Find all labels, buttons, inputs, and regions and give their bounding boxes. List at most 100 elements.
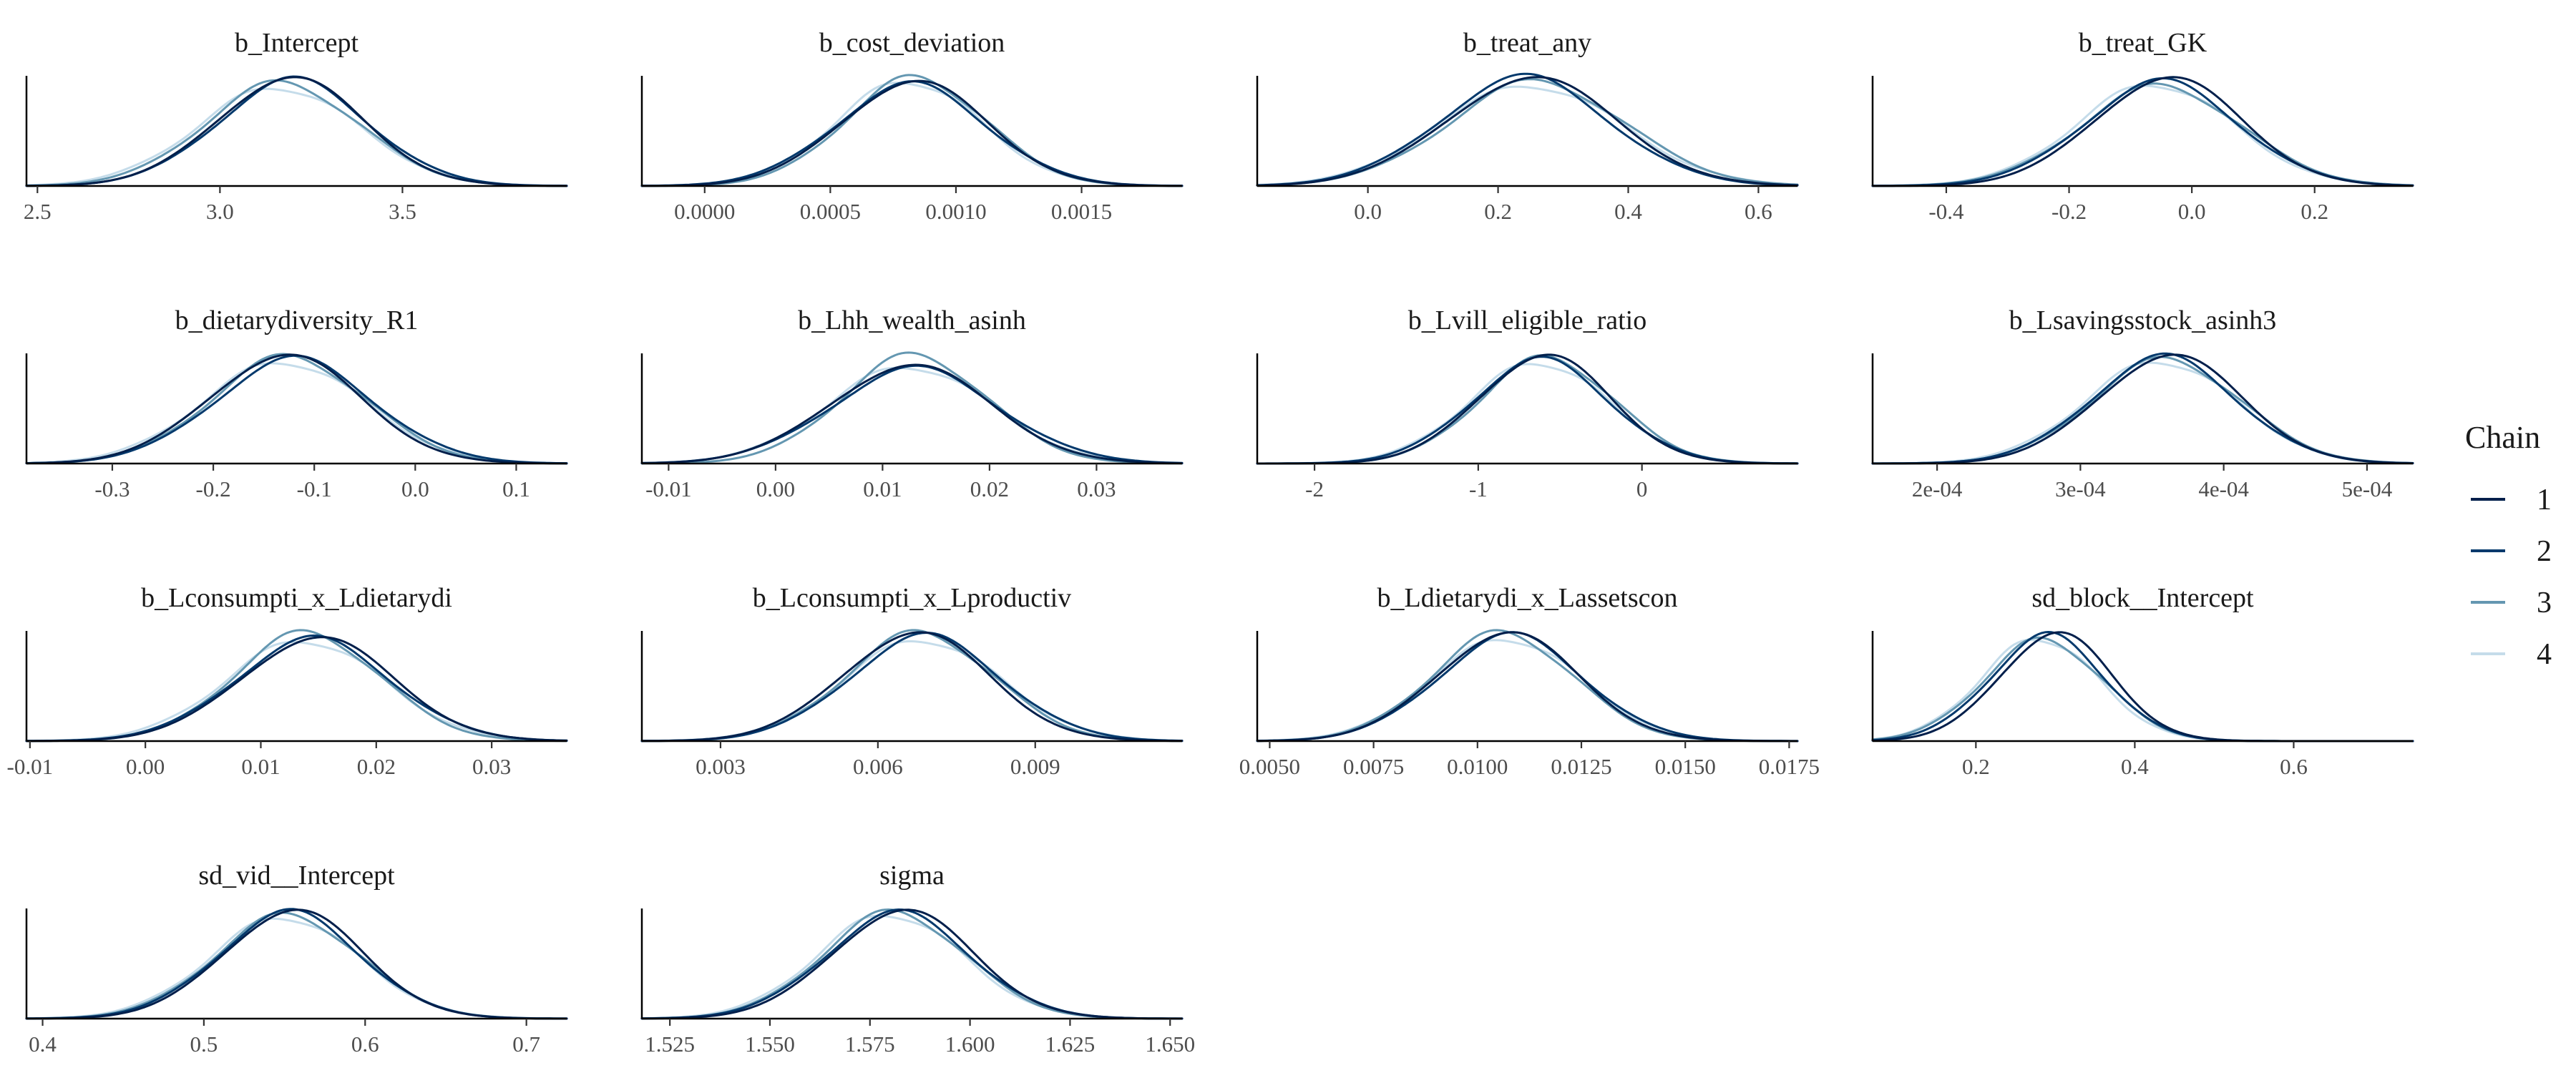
- density-line-chain-4: [25, 641, 568, 743]
- x-tick-label: 0.6: [351, 1032, 379, 1057]
- legend-label: 1: [2537, 484, 2552, 516]
- density-line-chain-1: [1256, 631, 1799, 743]
- panel-b-lvill-eligible-ratio: b_Lvill_eligible_ratio -2 -1 0: [1256, 305, 1799, 501]
- x-tick-label: 0.5: [190, 1032, 218, 1057]
- x-tick-label: 2.5: [24, 199, 52, 224]
- x-tick-label: 0.0100: [1447, 754, 1508, 779]
- x-tick-label: 5e-04: [2342, 476, 2393, 501]
- density-line-chain-1: [25, 353, 568, 465]
- x-tick-label: 0.0150: [1655, 754, 1716, 779]
- density-line-chain-4: [1871, 84, 2414, 187]
- density-line-chain-2: [1871, 631, 2414, 743]
- density-line-chain-4: [1256, 85, 1799, 186]
- x-tick-label: 0.02: [970, 476, 1009, 501]
- x-tick-label: 0.01: [863, 476, 902, 501]
- x-tick-label: -0.01: [7, 754, 54, 779]
- density-line-chain-1: [640, 631, 1184, 743]
- x-tick-label: -0.4: [1928, 199, 1964, 224]
- x-tick-label: -0.2: [196, 476, 231, 501]
- x-tick-label: 0.00: [756, 476, 795, 501]
- x-tick-label: 1.600: [945, 1032, 995, 1057]
- density-line-chain-2: [640, 80, 1184, 187]
- panel-b-lconsumpti-x-lproductiv: b_Lconsumpti_x_Lproductiv 0.003 0.006 0.009: [640, 583, 1184, 779]
- x-tick-label: 0.2: [2301, 199, 2328, 224]
- panel-title: b_Lsavingsstock_asinh3: [2009, 305, 2277, 335]
- density-line-chain-4: [25, 917, 568, 1020]
- panel-title: b_Intercept: [235, 28, 358, 58]
- x-tick-label: -0.3: [94, 476, 130, 501]
- x-tick-label: 0: [1636, 476, 1648, 501]
- panel-sd-vid-intercept: sd_vid__Intercept 0.4 0.5 0.6 0.7: [25, 861, 568, 1057]
- density-line-chain-1: [640, 363, 1184, 465]
- x-tick-label: 1.575: [845, 1032, 895, 1057]
- legend: Chain 1 2 3 4: [2465, 420, 2552, 671]
- x-tick-label: 0.2: [1484, 199, 1512, 224]
- x-tick-label: 0.01: [241, 754, 280, 779]
- density-line-chain-2: [1256, 356, 1799, 465]
- x-tick-label: 0.0000: [674, 199, 735, 224]
- legend-title: Chain: [2465, 420, 2540, 455]
- x-tick-label: 0.0: [1354, 199, 1382, 224]
- density-line-chain-3: [1871, 356, 2414, 465]
- density-line-chain-4: [1256, 363, 1799, 465]
- density-line-chain-4: [1256, 639, 1799, 743]
- density-line-chain-2: [640, 364, 1184, 464]
- panel-b-treat-any: b_treat_any 0.0 0.2 0.4 0.6: [1256, 28, 1799, 224]
- legend-label: 4: [2537, 638, 2552, 671]
- density-line-chain-3: [25, 353, 568, 465]
- x-tick-label: 0.006: [853, 754, 903, 779]
- density-line-chain-3: [640, 908, 1184, 1020]
- legend-item-chain-2: 2: [2471, 535, 2552, 568]
- x-tick-label: 0.0175: [1759, 754, 1820, 779]
- legend-item-chain-1: 1: [2471, 484, 2552, 516]
- panel-title: b_Lconsumpti_x_Ldietarydi: [141, 583, 452, 613]
- x-tick-label: 1.625: [1045, 1032, 1096, 1057]
- x-tick-label: 1.650: [1145, 1032, 1195, 1057]
- panel-b-ldietarydi-x-lassetscon: b_Ldietarydi_x_Lassetscon 0.0050 0.0075 0.0…: [1239, 583, 1820, 779]
- density-line-chain-3: [1256, 78, 1799, 187]
- density-line-chain-2: [1871, 352, 2414, 465]
- x-tick-label: 0.0005: [800, 199, 861, 224]
- density-line-chain-1: [1871, 631, 2414, 743]
- panel-title: b_Lconsumpti_x_Lproductiv: [753, 583, 1071, 613]
- x-tick-label: -2: [1305, 476, 1324, 501]
- x-tick-label: 0.0125: [1551, 754, 1611, 779]
- density-line-chain-3: [25, 629, 568, 743]
- density-line-chain-4: [25, 362, 568, 465]
- panel-b-lhh-wealth-asinh: b_Lhh_wealth_asinh -0.01 0.00 0.01 0.02 0.03: [640, 305, 1184, 501]
- density-line-chain-1: [640, 908, 1184, 1020]
- x-tick-label: 1.550: [745, 1032, 795, 1057]
- density-line-chain-1: [1871, 353, 2414, 465]
- x-tick-label: 0.009: [1010, 754, 1060, 779]
- density-line-chain-2: [1256, 631, 1799, 743]
- x-tick-label: 0.0015: [1051, 199, 1112, 224]
- x-tick-label: 0.6: [2280, 754, 2308, 779]
- x-tick-label: 0.7: [512, 1032, 540, 1057]
- density-line-chain-4: [640, 640, 1184, 743]
- x-tick-label: 0.02: [357, 754, 396, 779]
- density-line-chain-2: [25, 354, 568, 465]
- panel-title: b_treat_GK: [2079, 28, 2207, 58]
- density-line-chain-1: [25, 908, 568, 1020]
- x-tick-label: -0.2: [2051, 199, 2087, 224]
- panel-title: b_Lhh_wealth_asinh: [798, 305, 1026, 335]
- density-line-chain-1: [640, 79, 1184, 187]
- panel-title: b_Lvill_eligible_ratio: [1408, 305, 1646, 335]
- x-tick-label: 0.4: [29, 1032, 57, 1057]
- x-tick-label: 2e-04: [1912, 476, 1963, 501]
- x-tick-label: 0.4: [2121, 754, 2149, 779]
- density-line-chain-4: [640, 914, 1184, 1020]
- x-tick-label: 0.6: [1745, 199, 1772, 224]
- panel-b-lsavingsstock-asinh3: b_Lsavingsstock_asinh3 2e-04 3e-04 4e-04 5e-…: [1871, 305, 2414, 501]
- density-line-chain-4: [640, 366, 1184, 464]
- density-line-chain-4: [1871, 361, 2414, 465]
- x-tick-label: 0.03: [1077, 476, 1116, 501]
- x-tick-label: -0.01: [645, 476, 692, 501]
- x-tick-label: 0.03: [472, 754, 511, 779]
- x-tick-label: 0.0010: [925, 199, 986, 224]
- panel-title: b_treat_any: [1463, 28, 1591, 58]
- density-line-chain-3: [640, 74, 1184, 187]
- density-line-chain-1: [1871, 76, 2414, 187]
- x-tick-label: 4e-04: [2198, 476, 2249, 501]
